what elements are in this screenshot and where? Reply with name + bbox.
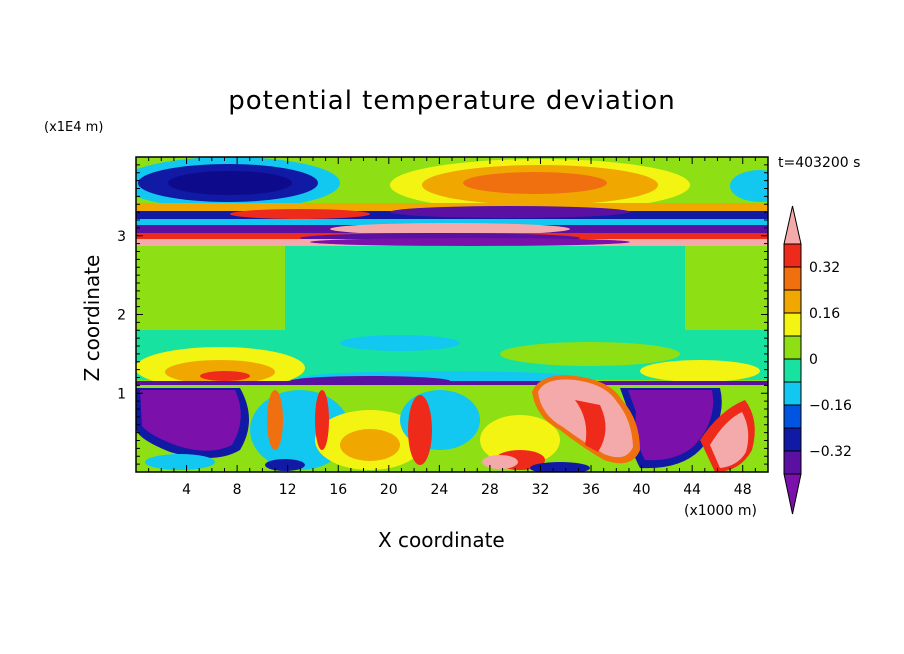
x-tick-label: 4	[182, 482, 191, 498]
colorbar-tick-label: 0	[809, 352, 818, 368]
x-tick-label: 12	[279, 482, 297, 498]
y-axis-label: Z coordinate	[80, 254, 104, 382]
colorbar-segment	[783, 243, 802, 268]
colorbar-segment	[783, 266, 802, 291]
time-annotation: t=403200 s	[778, 155, 861, 171]
x-tick-label: 8	[233, 482, 242, 498]
x-unit-label: (x1000 m)	[684, 503, 757, 519]
colorbar-segment	[783, 312, 802, 337]
y-unit-label: (x1E4 m)	[44, 120, 104, 135]
y-tick-label: 1	[117, 386, 126, 402]
x-tick-label: 16	[329, 482, 347, 498]
x-axis-label: X coordinate	[378, 528, 505, 552]
colorbar-segment	[783, 427, 802, 452]
x-tick-label: 20	[380, 482, 398, 498]
colorbar-tick-label: −0.32	[809, 444, 852, 460]
colorbar-tick-label: 0.32	[809, 260, 840, 276]
x-tick-label: 48	[734, 482, 752, 498]
colorbar-segment	[783, 335, 802, 360]
colorbar-segment	[783, 358, 802, 383]
colorbar-segment	[783, 289, 802, 314]
x-tick-label: 36	[582, 482, 600, 498]
colorbar-extend-bottom	[783, 473, 802, 515]
heatmap-field	[136, 157, 768, 472]
chart-title: potential temperature deviation	[228, 86, 676, 116]
y-tick-label: 2	[117, 308, 126, 324]
colorbar-extend-top	[783, 205, 802, 245]
x-tick-label: 28	[481, 482, 499, 498]
x-tick-label: 40	[633, 482, 651, 498]
x-tick-label: 24	[430, 482, 448, 498]
colorbar-tick-label: 0.16	[809, 306, 840, 322]
x-tick-label: 32	[532, 482, 550, 498]
colorbar-tick-label: −0.16	[809, 398, 852, 414]
colorbar: 0.32 0.16 0 −0.16 −0.32	[783, 205, 852, 515]
colorbar-segment	[783, 404, 802, 429]
x-tick-label: 44	[683, 482, 701, 498]
colorbar-segment	[783, 450, 802, 475]
y-tick-label: 3	[117, 229, 126, 245]
colorbar-segment	[783, 381, 802, 406]
